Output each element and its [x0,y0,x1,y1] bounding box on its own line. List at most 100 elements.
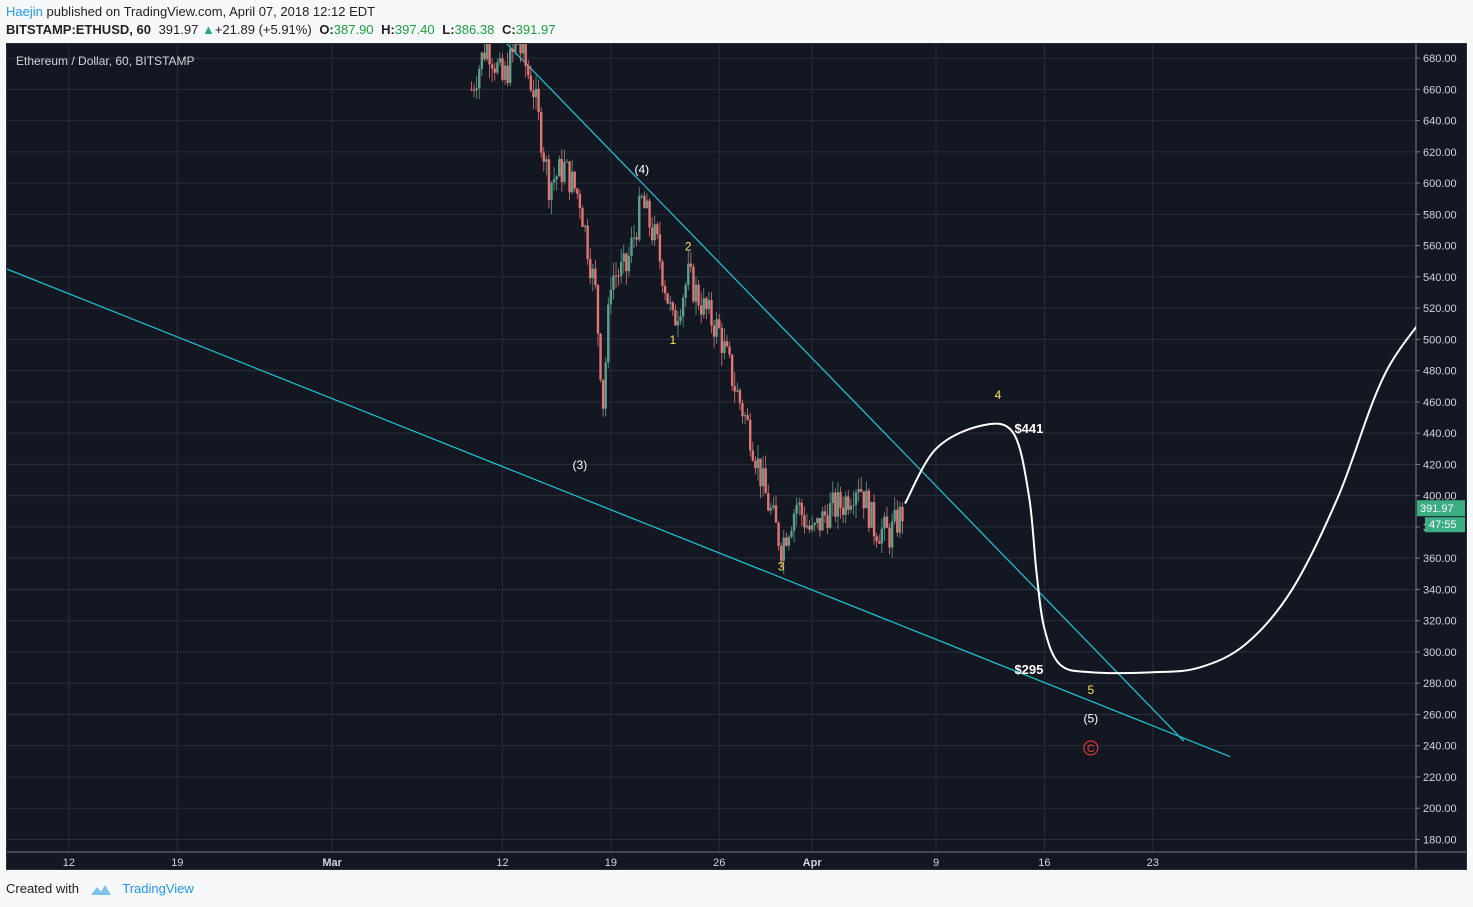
candle-body [901,506,904,522]
candle-body [785,537,788,546]
candle-body [519,44,522,54]
candle-body [509,48,512,83]
x-tick-label: 16 [1038,857,1050,869]
candle-body [521,44,525,54]
wave-label: 5 [1088,683,1095,697]
candle-body [645,200,649,209]
candle-body [854,492,858,505]
candle-body [506,65,509,83]
projection-path [904,325,1416,675]
high-value: 397.40 [394,22,435,37]
y-tick-label: 320.00 [1423,616,1457,628]
candle-body [596,285,600,334]
candle-body [524,44,527,67]
candle-body [622,253,625,262]
candle-body [805,525,809,528]
candle-body [741,403,744,417]
candle-body [532,90,535,98]
candle-body [485,44,489,60]
candle-body [676,320,680,326]
wave-label: (5) [1084,711,1099,725]
candle-body [779,546,783,561]
candle-body [689,263,693,267]
candle-body [767,493,770,511]
candle-body [594,268,597,286]
chart-title: Ethereum / Dollar, 60, BITSTAMP [16,54,195,68]
candle-body [663,285,667,294]
y-tick-label: 660.00 [1423,84,1457,96]
candle-body [563,161,566,182]
trendline [7,268,1231,758]
candle-body [632,237,636,239]
y-tick-label: 280.00 [1423,678,1457,690]
x-tick-label: Apr [803,857,823,869]
y-tick-label: 680.00 [1423,53,1457,65]
tradingview-link[interactable]: TradingView [122,881,194,896]
tradingview-logo-icon [90,884,111,895]
x-tick-label: 23 [1147,857,1159,869]
candle-body [560,159,564,182]
last-price-badge: 391.97 [1420,503,1454,515]
candle-body [496,62,499,73]
author-link[interactable]: Haejin [6,4,43,19]
wave-label: 2 [685,239,692,253]
candle-body [790,530,793,537]
candle-body [681,297,685,317]
candle-body [865,490,868,509]
candle-body [573,171,576,189]
published-text: published on TradingView.com, April 07, … [46,4,376,19]
symbol-info-line: BITSTAMP:ETHUSD, 60 391.97 ▲+21.89 (+5.9… [6,22,555,37]
candle-body [687,263,690,285]
last-price-badge-bg [1417,500,1465,517]
footer: Created with TradingView [6,881,194,897]
candle-body [609,289,613,305]
candle-body [503,65,507,80]
close-label: C: [501,22,516,37]
candle-body [859,488,863,492]
candle-body [702,298,705,315]
y-tick-label: 520.00 [1423,303,1457,315]
candle-body [490,64,494,69]
candle-body [666,293,669,304]
wave-label: 4 [995,388,1002,402]
candle-body [619,261,623,276]
y-tick-label: 580.00 [1423,209,1457,221]
wave-label: 3 [778,560,785,574]
y-tick-label: 620.00 [1423,147,1457,159]
candle-body [836,492,840,517]
candle-body [697,284,700,306]
candle-body [798,502,801,505]
candle-body [730,354,734,386]
candle-body [635,237,638,240]
publisher-line: Haejin published on TradingView.com, Apr… [6,4,375,19]
chart-panel[interactable]: 680.00 660.00 640.00 620.00 600.00 580.00 560.… [6,43,1467,870]
candle-body [885,516,889,528]
candle-body [576,188,579,194]
candle-body [823,511,827,516]
candle-body [725,341,729,347]
candle-body [816,518,819,523]
candle-body [777,522,780,547]
candle-body [498,58,502,63]
price-chart[interactable]: 680.00 660.00 640.00 620.00 600.00 580.00 560.… [7,44,1466,869]
candle-body [699,305,703,315]
candle-body [849,505,853,510]
candle-body [718,319,721,328]
candle-body [612,275,615,290]
candle-body [769,507,773,511]
candle-body [738,390,742,404]
candle-body [514,44,517,52]
y-tick-label: 220.00 [1423,772,1457,784]
candle-body [630,238,633,256]
candle-body [862,491,865,509]
candle-body [749,419,752,451]
wave-label: (4) [634,163,649,177]
price-change: +21.89 (+5.91%) [214,22,312,37]
candle-body [483,52,486,60]
up-arrow-icon: ▲ [201,22,215,37]
y-tick-label: 420.00 [1423,459,1457,471]
candle-body [733,385,736,392]
x-tick-label: Mar [322,857,342,869]
candle-body [607,304,610,363]
x-tick-label: 19 [605,857,617,869]
